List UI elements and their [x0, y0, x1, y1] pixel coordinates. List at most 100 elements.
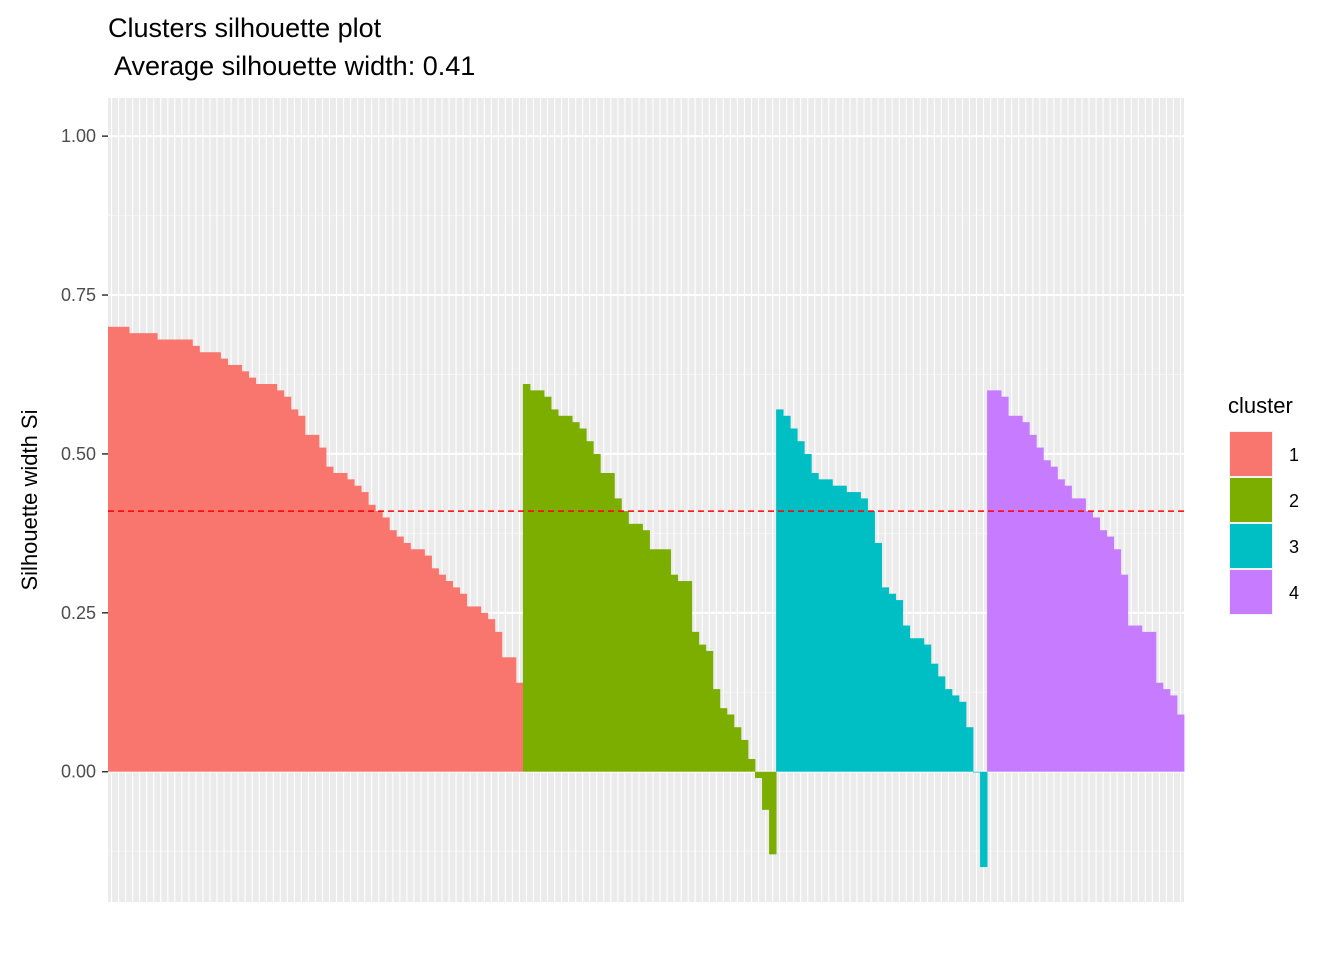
bar-cluster-3: [980, 771, 988, 868]
bar-cluster-2: [529, 390, 538, 772]
legend-label-4: 4: [1289, 583, 1299, 603]
bar-cluster-3: [825, 479, 833, 772]
bar-cluster-1: [361, 492, 369, 772]
bar-cluster-3: [930, 663, 939, 772]
silhouette-bars: [108, 326, 1185, 868]
bar-cluster-4: [1085, 511, 1093, 772]
y-axis-title: Silhouette width Si: [17, 410, 42, 591]
bar-cluster-4: [1022, 422, 1030, 772]
bar-cluster-3: [888, 593, 897, 772]
bar-cluster-1: [220, 358, 228, 772]
bar-cluster-3: [909, 638, 918, 772]
bar-cluster-3: [832, 485, 840, 772]
bar-cluster-2: [698, 644, 707, 772]
bar-cluster-3: [797, 441, 805, 772]
bar-cluster-1: [150, 333, 158, 772]
bar-cluster-1: [311, 434, 320, 772]
bar-cluster-2: [705, 650, 714, 772]
bar-cluster-1: [487, 619, 496, 772]
bar-cluster-4: [1162, 689, 1171, 772]
bar-cluster-1: [129, 333, 137, 772]
y-axis: 0.00 0.25 0.50 0.75 1.00: [61, 126, 108, 782]
bar-cluster-3: [846, 492, 854, 772]
legend-key-2: [1230, 478, 1272, 522]
bar-cluster-1: [185, 339, 193, 772]
bar-cluster-3: [790, 428, 798, 772]
bar-cluster-1: [494, 631, 503, 772]
bar-cluster-3: [916, 638, 925, 772]
bar-cluster-1: [431, 568, 439, 772]
legend-label-3: 3: [1289, 537, 1299, 557]
bar-cluster-4: [994, 390, 1002, 772]
bar-cluster-4: [1015, 415, 1023, 772]
bar-cluster-1: [473, 606, 482, 772]
bar-cluster-3: [958, 701, 967, 772]
bar-cluster-1: [438, 574, 446, 772]
bar-cluster-1: [255, 384, 264, 772]
bar-cluster-4: [1127, 625, 1136, 772]
bar-cluster-2: [600, 472, 608, 772]
bar-cluster-2: [733, 727, 742, 772]
bar-cluster-3: [944, 689, 953, 772]
y-tick-label: 0.50: [61, 444, 96, 464]
bar-cluster-2: [649, 549, 657, 772]
bar-cluster-2: [670, 574, 679, 772]
bar-cluster-1: [318, 447, 327, 772]
bar-cluster-3: [811, 472, 819, 772]
bar-cluster-3: [867, 511, 875, 772]
bar-cluster-1: [283, 396, 292, 772]
bar-cluster-2: [536, 390, 545, 772]
bar-cluster-1: [410, 549, 418, 772]
bar-cluster-2: [607, 472, 615, 772]
bar-cluster-2: [614, 498, 622, 772]
legend-key-3: [1230, 524, 1272, 568]
bar-cluster-2: [762, 771, 770, 810]
bar-cluster-1: [480, 612, 489, 772]
bar-cluster-2: [522, 384, 531, 772]
bar-cluster-2: [656, 549, 664, 772]
bar-cluster-4: [1036, 447, 1044, 772]
legend-label-1: 1: [1289, 445, 1299, 465]
bar-cluster-1: [241, 371, 250, 772]
bar-cluster-1: [466, 606, 475, 772]
bar-cluster-1: [157, 339, 165, 772]
bar-cluster-1: [136, 333, 144, 772]
bar-cluster-1: [199, 352, 207, 772]
chart-title: Clusters silhouette plot: [108, 13, 382, 43]
y-tick-label: 1.00: [61, 126, 96, 146]
bar-cluster-4: [1057, 479, 1065, 772]
bar-cluster-2: [628, 523, 636, 772]
legend-label-2: 2: [1289, 491, 1299, 511]
bar-cluster-2: [755, 771, 763, 779]
y-tick-label: 0.25: [61, 603, 96, 623]
chart-subtitle: Average silhouette width: 0.41: [108, 51, 476, 81]
bar-cluster-1: [206, 352, 214, 772]
bar-cluster-2: [572, 422, 580, 772]
bar-cluster-1: [192, 345, 200, 772]
bar-cluster-2: [642, 530, 650, 772]
bar-cluster-3: [783, 415, 791, 772]
bar-cluster-1: [115, 326, 123, 772]
bar-cluster-1: [171, 339, 179, 772]
bar-cluster-3: [853, 492, 861, 772]
legend-title: cluster: [1228, 393, 1293, 418]
bar-cluster-2: [769, 771, 777, 855]
bar-cluster-1: [354, 485, 362, 772]
bar-cluster-4: [1176, 714, 1185, 772]
bar-cluster-4: [1043, 460, 1051, 772]
bar-cluster-2: [712, 689, 721, 772]
bar-cluster-1: [375, 511, 383, 772]
bar-cluster-3: [860, 498, 868, 772]
bar-cluster-3: [923, 644, 932, 772]
bar-cluster-3: [902, 625, 911, 772]
bar-cluster-1: [508, 657, 517, 772]
bar-cluster-3: [973, 771, 981, 773]
bar-cluster-2: [593, 453, 601, 772]
bar-cluster-1: [108, 326, 116, 772]
legend-key-1: [1230, 432, 1272, 476]
bar-cluster-4: [1071, 498, 1079, 772]
bar-cluster-1: [515, 682, 524, 772]
bar-cluster-4: [1106, 536, 1115, 772]
bar-cluster-4: [1029, 434, 1037, 772]
bar-cluster-4: [1148, 631, 1157, 772]
